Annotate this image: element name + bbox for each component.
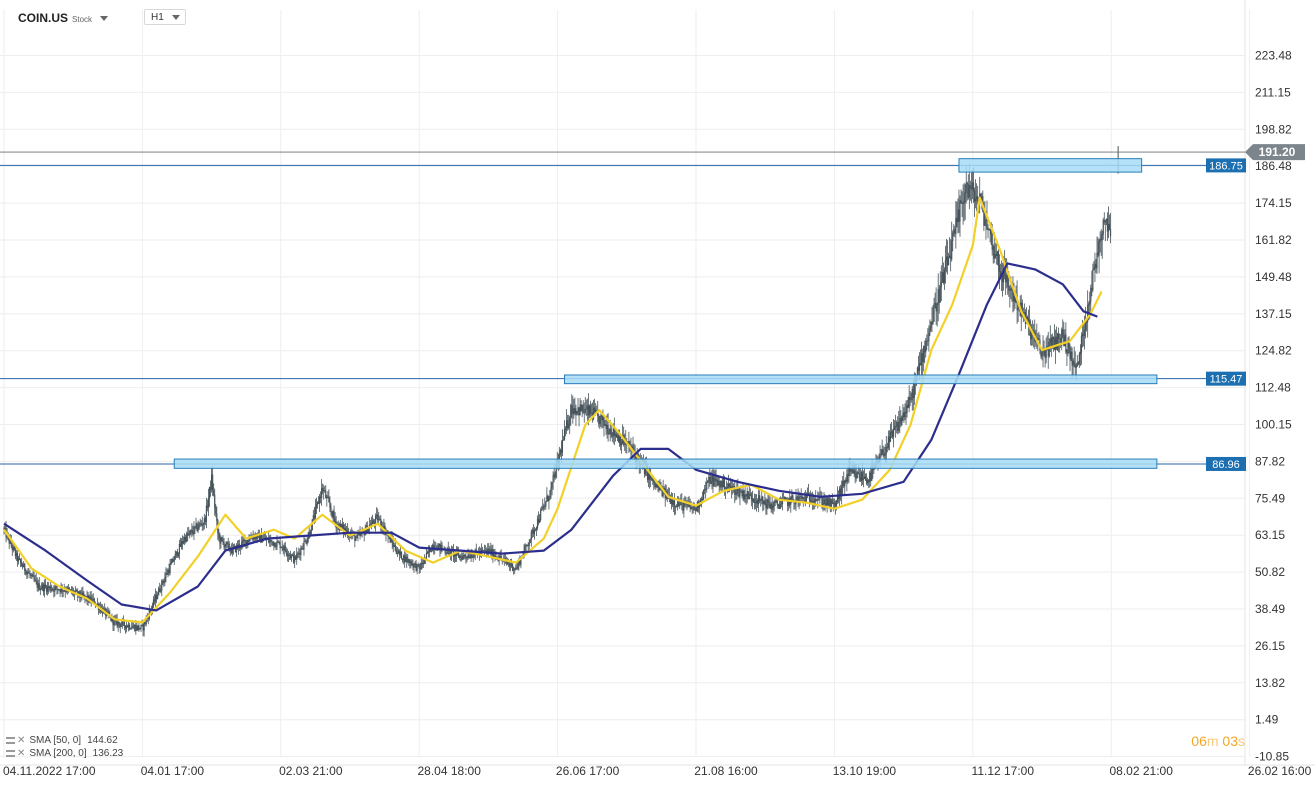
symbol-name[interactable]: COIN.US xyxy=(18,11,69,25)
level-label-box xyxy=(1206,371,1246,386)
y-tick-label: 63.15 xyxy=(1255,528,1285,542)
y-tick-label: 38.49 xyxy=(1255,602,1285,616)
level-zone xyxy=(958,158,1143,173)
y-tick-label: 100.15 xyxy=(1255,418,1292,432)
current-price-label: 191.20 xyxy=(1259,145,1296,159)
close-icon[interactable]: ✕ xyxy=(17,735,26,746)
current-price-flag xyxy=(1245,144,1305,161)
level-label-box xyxy=(1206,456,1246,471)
y-tick-label: 149.48 xyxy=(1255,270,1292,284)
indicator-legend: ✕ SMA [50, 0] 144.62 ✕ SMA [200, 0] 136.… xyxy=(6,734,123,760)
y-tick-label: 223.48 xyxy=(1255,49,1292,63)
candle-countdown: 06m 03s xyxy=(1191,733,1245,749)
timeframe-value: H1 xyxy=(151,12,164,23)
timer-seconds: 03 xyxy=(1222,733,1238,749)
legend-sma50-name: SMA [50, 0] xyxy=(29,735,82,746)
settings-icon[interactable] xyxy=(6,750,15,757)
level-label: 115.47 xyxy=(1210,374,1243,386)
y-tick-label: 198.82 xyxy=(1255,122,1292,136)
x-tick-label: 26.06 17:00 xyxy=(556,764,620,778)
y-tick-label: 186.48 xyxy=(1255,159,1292,173)
legend-sma50: ✕ SMA [50, 0] 144.62 xyxy=(6,734,123,747)
y-tick-label: 211.15 xyxy=(1255,85,1291,99)
y-tick-label: 161.82 xyxy=(1255,233,1292,247)
level-label-box xyxy=(1206,158,1246,173)
x-tick-label: 13.10 19:00 xyxy=(833,764,897,778)
x-tick-label: 04.01 17:00 xyxy=(141,764,205,778)
x-tick-label: 02.03 21:00 xyxy=(279,764,343,778)
level-zone xyxy=(173,458,1158,469)
symbol-type: Stock xyxy=(72,14,93,24)
timer-minutes: 06 xyxy=(1191,733,1207,749)
y-tick-label: 75.49 xyxy=(1255,491,1285,505)
y-tick-label: 112.48 xyxy=(1255,381,1291,395)
y-tick-label: 1.49 xyxy=(1255,713,1279,727)
y-tick-label: 26.15 xyxy=(1255,639,1285,653)
level-label: 186.75 xyxy=(1209,160,1243,172)
x-tick-label: 26.02 16:00 xyxy=(1248,764,1312,778)
symbol-selector[interactable]: COIN.US Stock xyxy=(6,8,109,28)
x-tick-label: 08.02 21:00 xyxy=(1109,764,1173,778)
level-zone xyxy=(564,374,1158,385)
settings-icon[interactable] xyxy=(6,737,15,744)
timeframe-dropdown[interactable]: H1 xyxy=(144,9,186,25)
y-tick-label: 137.15 xyxy=(1255,307,1292,321)
legend-sma200-name: SMA [200, 0] xyxy=(29,748,87,759)
y-tick-label: 87.82 xyxy=(1255,454,1285,468)
legend-sma200: ✕ SMA [200, 0] 136.23 xyxy=(6,747,123,760)
y-tick-label: 13.82 xyxy=(1255,676,1285,690)
y-tick-label: 124.82 xyxy=(1255,344,1292,358)
y-tick-label: 174.15 xyxy=(1255,196,1292,210)
x-tick-label: 04.11.2022 17:00 xyxy=(3,764,96,778)
timer-sec-unit: s xyxy=(1238,733,1245,749)
y-tick-label: 50.82 xyxy=(1255,565,1285,579)
legend-sma200-value: 136.23 xyxy=(92,748,124,759)
x-tick-label: 11.12 17:00 xyxy=(972,764,1035,778)
legend-sma50-value: 144.62 xyxy=(87,735,118,746)
close-icon[interactable]: ✕ xyxy=(17,748,26,759)
x-tick-label: 21.08 16:00 xyxy=(694,764,758,778)
chevron-down-icon[interactable] xyxy=(172,15,180,20)
y-tick-label: -10.85 xyxy=(1255,750,1289,764)
sma200-line xyxy=(3,262,1098,612)
timer-min-unit: m xyxy=(1206,733,1219,749)
x-tick-label: 28.04 18:00 xyxy=(417,764,481,778)
symbol-dropdown-icon[interactable] xyxy=(100,15,109,21)
sma50-line xyxy=(3,196,1103,624)
level-label: 86.96 xyxy=(1212,459,1240,471)
